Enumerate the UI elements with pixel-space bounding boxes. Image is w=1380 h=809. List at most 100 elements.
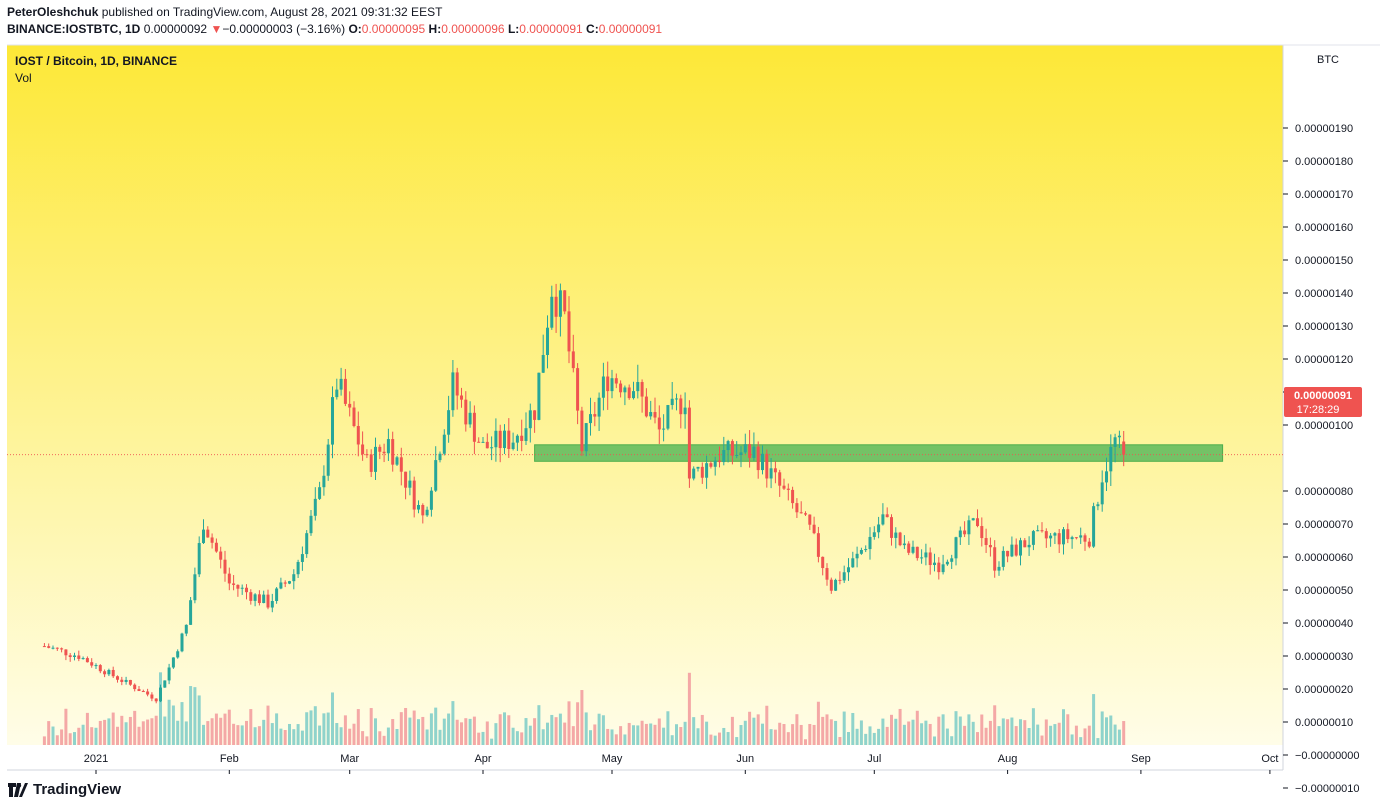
candle-body: [313, 498, 317, 516]
volume-bar: [984, 727, 988, 745]
volume-bar: [924, 720, 928, 745]
x-tick-label: Feb: [220, 753, 239, 765]
close-label: C:: [586, 22, 599, 36]
author-name[interactable]: PeterOleshchuk: [7, 5, 99, 19]
candle-body: [266, 594, 270, 608]
volume-bar: [589, 730, 592, 745]
change-value: −0.00000003 (−3.16%): [222, 22, 346, 36]
candle-body: [868, 536, 872, 550]
volume-bar: [68, 733, 72, 745]
candle-body: [855, 553, 859, 559]
candle-body: [657, 417, 661, 430]
volume-bar: [116, 726, 119, 745]
volume-bar: [442, 718, 446, 745]
candle-body: [288, 581, 291, 584]
volume-bar: [313, 706, 317, 745]
volume-bar: [756, 714, 760, 745]
volume-bar: [447, 713, 451, 745]
candle-body: [1014, 544, 1018, 556]
x-tick-label: Sep: [1131, 753, 1151, 765]
volume-bar: [890, 714, 893, 745]
volume-bar: [124, 722, 128, 745]
candle-body: [434, 460, 438, 491]
candle-body: [133, 684, 137, 690]
volume-bar: [636, 725, 640, 745]
y-tick-label: 0.00000020: [1295, 684, 1353, 696]
candle-body: [447, 410, 451, 435]
volume-indicator-label[interactable]: Vol: [15, 71, 32, 85]
symbol-label: BINANCE:IOSTBTC, 1D: [7, 22, 141, 36]
volume-bar: [107, 718, 111, 745]
candle-body: [498, 430, 502, 449]
volume-bar: [877, 728, 881, 745]
volume-bar: [1109, 715, 1113, 745]
volume-bar: [1040, 735, 1044, 745]
volume-bar: [180, 702, 184, 745]
candle-body: [1040, 530, 1044, 532]
candle-body: [997, 566, 1001, 571]
volume-bar: [464, 718, 468, 745]
candle-body: [756, 446, 760, 471]
volume-bar: [262, 719, 266, 745]
volume-bar: [1087, 725, 1091, 745]
volume-bar: [808, 723, 812, 745]
volume-bar: [773, 729, 777, 745]
candle-body: [984, 538, 988, 546]
volume-bar: [834, 720, 838, 745]
candle-body: [339, 378, 343, 390]
volume-bar: [266, 705, 270, 745]
candle-body: [408, 480, 412, 488]
candle-body: [804, 513, 807, 515]
volume-bar: [584, 712, 588, 745]
open-label: O:: [348, 22, 362, 36]
volume-bar: [249, 709, 253, 745]
candle-body: [911, 546, 915, 553]
volume-bar: [296, 724, 300, 745]
volume-bar: [748, 711, 752, 745]
volume-bar: [503, 712, 506, 745]
ohlc-header: BINANCE:IOSTBTC, 1D 0.00000092 ▼−0.00000…: [7, 22, 662, 36]
volume-bar: [47, 721, 51, 745]
candle-body: [988, 545, 992, 548]
volume-bar: [511, 727, 515, 745]
volume-bar: [804, 739, 807, 745]
candle-body: [382, 451, 386, 454]
candle-body: [455, 372, 459, 396]
candle-body: [554, 296, 558, 317]
y-tick-label: 0.00000030: [1295, 651, 1353, 663]
volume-bar: [81, 724, 85, 745]
candle-body: [649, 412, 653, 417]
volume-bar: [365, 736, 369, 745]
volume-bar: [515, 731, 519, 745]
candle-body: [1062, 529, 1065, 545]
volume-bar: [868, 726, 872, 745]
candle-body: [236, 584, 240, 589]
volume-bar: [352, 723, 356, 745]
volume-bar: [309, 710, 313, 745]
volume-bar: [993, 705, 997, 745]
candle-body: [507, 430, 511, 449]
candle-body: [915, 546, 919, 559]
volume-bar: [210, 718, 214, 745]
candle-body: [890, 517, 893, 538]
volume-bar: [881, 718, 885, 745]
tradingview-logo[interactable]: TradingView: [8, 781, 121, 798]
volume-bar: [245, 720, 248, 745]
candle-body: [227, 573, 231, 584]
candle-body: [829, 579, 833, 591]
volume-bar: [240, 725, 244, 745]
candle-body: [245, 587, 248, 593]
volume-bar: [438, 729, 442, 745]
candle-body: [632, 391, 635, 399]
volume-bar: [1113, 724, 1117, 745]
candle-body: [305, 533, 309, 555]
x-tick-label: 2021: [84, 753, 108, 765]
candle-body: [197, 543, 201, 575]
candle-body: [765, 453, 769, 479]
candle-body: [580, 410, 584, 452]
candle-body: [705, 463, 709, 478]
candle-body: [993, 547, 997, 571]
currency-label: BTC: [1317, 54, 1339, 66]
candle-body: [214, 542, 218, 552]
